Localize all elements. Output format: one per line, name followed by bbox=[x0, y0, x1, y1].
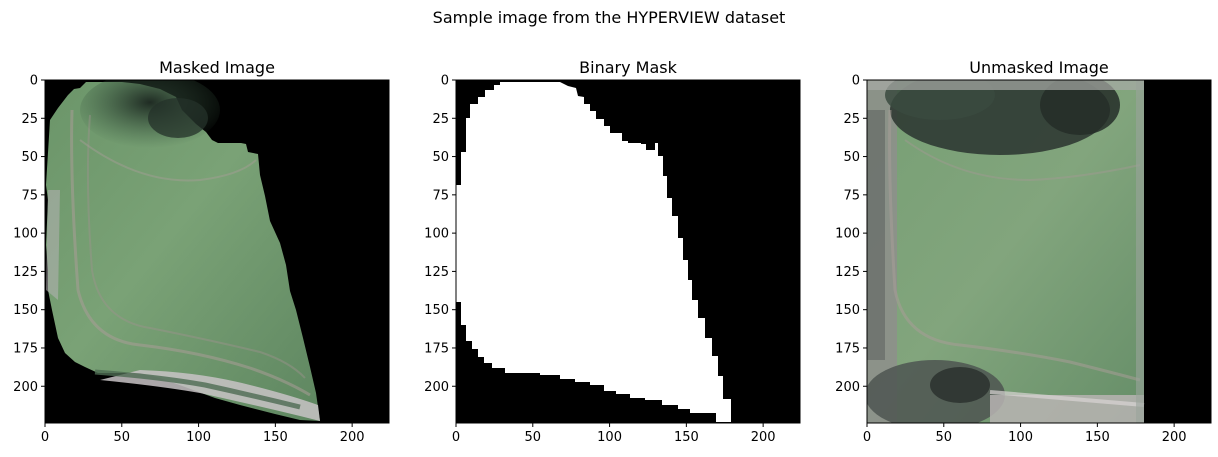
field-track bbox=[888, 109, 1141, 382]
x-tick-label: 50 bbox=[936, 430, 953, 445]
x-tick-label: 150 bbox=[1085, 430, 1110, 445]
y-tick-label: 50 bbox=[432, 150, 449, 165]
left-woodland-shade bbox=[867, 110, 885, 360]
x-tick-label: 200 bbox=[340, 430, 365, 445]
y-tick-label: 100 bbox=[424, 227, 449, 242]
y-tick-label: 25 bbox=[21, 112, 38, 127]
x-tick-label: 50 bbox=[525, 430, 542, 445]
panel-title-mask: Binary Mask bbox=[579, 58, 677, 77]
panel-title-masked: Masked Image bbox=[159, 58, 275, 77]
y-tick-label: 200 bbox=[424, 380, 449, 395]
y-tick-label: 100 bbox=[835, 227, 860, 242]
y-tick-label: 0 bbox=[30, 74, 38, 89]
y-tick-label: 0 bbox=[852, 74, 860, 89]
x-tick-label: 100 bbox=[1008, 430, 1033, 445]
y-tick-label: 0 bbox=[441, 74, 449, 89]
y-tick-label: 175 bbox=[13, 341, 38, 356]
x-axis: 0 50 100 150 200 bbox=[863, 423, 1187, 445]
y-tick-label: 50 bbox=[21, 150, 38, 165]
x-tick-label: 100 bbox=[186, 430, 211, 445]
panel-binary-mask: 0 50 100 150 200 0 25 50 75 100 125 150 175 200 bbox=[424, 74, 801, 445]
y-tick-label: 100 bbox=[13, 227, 38, 242]
field-track bbox=[79, 139, 257, 182]
x-axis: 0 50 100 150 200 bbox=[452, 423, 776, 445]
x-tick-label: 200 bbox=[1162, 430, 1187, 445]
y-tick-label: 75 bbox=[21, 188, 38, 203]
y-tick-label: 150 bbox=[835, 303, 860, 318]
y-tick-label: 200 bbox=[835, 380, 860, 395]
unmasked-image-content bbox=[867, 80, 1145, 423]
y-tick-label: 150 bbox=[424, 303, 449, 318]
y-tick-label: 25 bbox=[843, 112, 860, 127]
y-tick-label: 125 bbox=[13, 265, 38, 280]
soil-edge bbox=[100, 370, 320, 421]
y-axis: 0 25 50 75 100 125 150 175 200 bbox=[835, 74, 867, 395]
y-tick-label: 125 bbox=[835, 265, 860, 280]
right-strip bbox=[1136, 80, 1144, 423]
axes-frame bbox=[455, 79, 801, 424]
y-axis: 0 25 50 75 100 125 150 175 200 bbox=[424, 74, 456, 395]
axes-frame bbox=[44, 79, 390, 424]
mask-region bbox=[456, 82, 731, 422]
y-tick-label: 75 bbox=[432, 188, 449, 203]
masked-image-content bbox=[46, 80, 320, 421]
panel-unmasked-image: 0 50 100 150 200 0 25 50 75 100 125 150 175 200 bbox=[835, 74, 1212, 445]
top-trees bbox=[1040, 80, 1120, 135]
top-strip bbox=[867, 80, 1144, 90]
top-trees bbox=[885, 80, 995, 120]
y-tick-label: 200 bbox=[13, 380, 38, 395]
field-polygon bbox=[46, 82, 320, 421]
x-tick-label: 0 bbox=[452, 430, 460, 445]
x-tick-label: 100 bbox=[597, 430, 622, 445]
figure-title: Sample image from the HYPERVIEW dataset bbox=[432, 8, 786, 27]
soil-boundary bbox=[989, 390, 1145, 407]
x-axis: 0 50 100 150 200 bbox=[41, 423, 365, 445]
x-tick-label: 150 bbox=[674, 430, 699, 445]
y-axis: 0 25 50 75 100 125 150 175 200 bbox=[13, 74, 45, 395]
dark-strip bbox=[94, 369, 301, 410]
field-track bbox=[70, 109, 311, 397]
x-tick-label: 200 bbox=[751, 430, 776, 445]
binary-mask-content bbox=[456, 82, 731, 422]
y-tick-label: 150 bbox=[13, 303, 38, 318]
x-tick-label: 150 bbox=[263, 430, 288, 445]
y-tick-label: 175 bbox=[835, 341, 860, 356]
axes-frame bbox=[866, 79, 1212, 424]
field-track bbox=[904, 139, 1141, 182]
bottom-trees bbox=[930, 367, 990, 403]
x-tick-label: 0 bbox=[863, 430, 871, 445]
tree-shadow bbox=[148, 98, 208, 138]
left-edge bbox=[46, 190, 60, 300]
x-tick-label: 0 bbox=[41, 430, 49, 445]
panel-masked-image: 0 50 100 150 200 0 25 50 75 100 125 150 175 200 bbox=[13, 74, 390, 445]
panel-title-unmasked: Unmasked Image bbox=[969, 58, 1109, 77]
y-tick-label: 175 bbox=[424, 341, 449, 356]
y-tick-label: 50 bbox=[843, 150, 860, 165]
x-tick-label: 50 bbox=[114, 430, 131, 445]
field-track bbox=[86, 114, 306, 379]
y-tick-label: 125 bbox=[424, 265, 449, 280]
y-tick-label: 25 bbox=[432, 112, 449, 127]
y-tick-label: 75 bbox=[843, 188, 860, 203]
